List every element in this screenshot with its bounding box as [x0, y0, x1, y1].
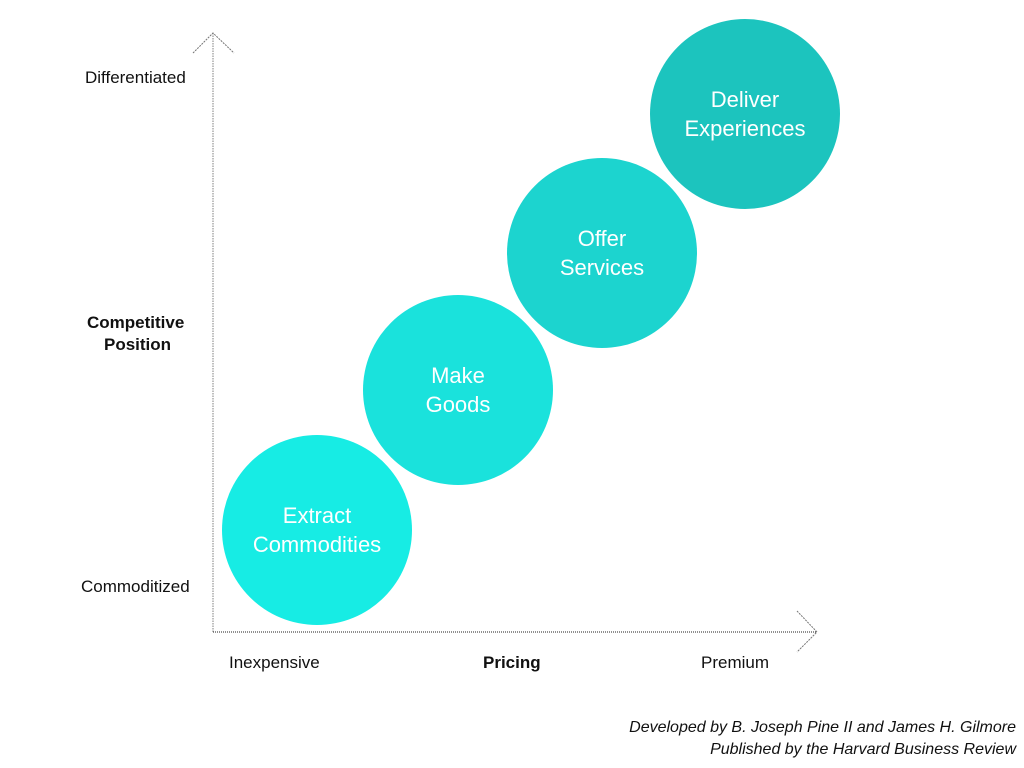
stage-offer-services: Offer Services	[507, 158, 697, 348]
stage-label-line1: Extract	[282, 503, 352, 528]
stage-label-line1: Offer	[577, 226, 627, 251]
y-axis-title-line1: Competitive	[87, 313, 185, 332]
stage-make-goods: Make Goods	[363, 295, 553, 485]
stage-label-line2: Experiences	[684, 116, 806, 141]
x-axis-right-label: Premium	[701, 653, 770, 672]
y-axis-title-line2: Position	[104, 335, 172, 354]
stage-label-line1: Make	[431, 363, 485, 388]
y-axis-arrowhead	[192, 32, 235, 54]
stage-extract-commodities: Extract Commodities	[222, 435, 412, 625]
stage-label-line2: Commodities	[252, 532, 382, 557]
x-axis-arrowhead	[796, 610, 818, 653]
y-axis-bottom-label: Commoditized	[81, 577, 190, 596]
credit-line-1: Developed by B. Joseph Pine II and James…	[629, 719, 1016, 736]
stage-label-line2: Services	[559, 255, 645, 280]
stage-label-line2: Goods	[425, 392, 491, 417]
credit-line-2: Published by the Harvard Business Review	[710, 741, 1016, 758]
y-axis-top-label: Differentiated	[85, 68, 186, 87]
stage-deliver-experiences: Deliver Experiences	[650, 19, 840, 209]
x-axis-title: Pricing	[483, 653, 541, 672]
x-axis-left-label: Inexpensive	[229, 653, 320, 672]
stage-label-line1: Deliver	[710, 87, 780, 112]
